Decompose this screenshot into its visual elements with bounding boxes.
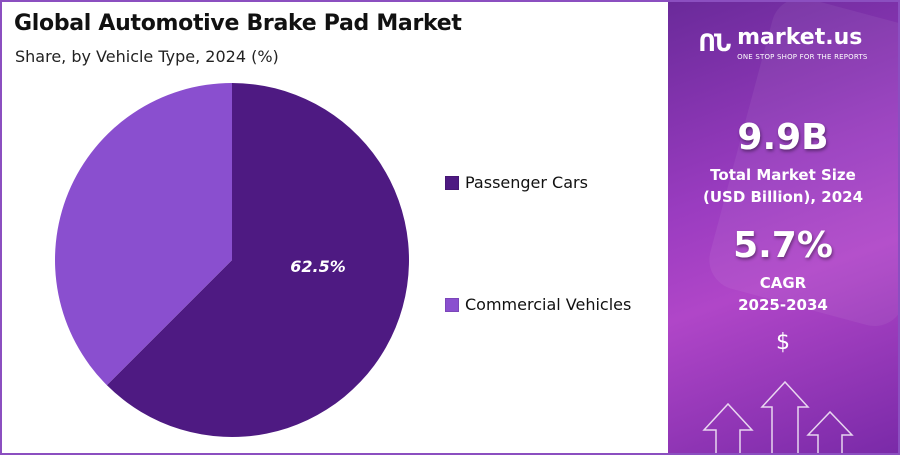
dollar-icon: $ (776, 330, 790, 355)
legend-label: Commercial Vehicles (465, 295, 632, 314)
market-us-logo: ՈՆ market.us ONE STOP SHOP FOR THE REPOR… (698, 24, 867, 62)
market-size-label-1: Total Market Size (710, 166, 856, 184)
logo-tagline: ONE STOP SHOP FOR THE REPORTS (737, 53, 868, 61)
pie-slice-commercial-vehicles (55, 83, 233, 386)
legend-swatch (445, 298, 459, 312)
chart-title: Global Automotive Brake Pad Market (14, 11, 462, 36)
logo-mark-icon: ՈՆ (698, 29, 731, 57)
slice-label-passenger-cars: 62.5% (290, 257, 346, 276)
summary-column: ՈՆ market.us ONE STOP SHOP FOR THE REPOR… (668, 24, 898, 356)
cagr-value: 5.7% (733, 225, 833, 266)
logo-name: market.us (737, 25, 863, 50)
pie-slice-passenger-cars (106, 83, 410, 437)
legend-label: Passenger Cars (465, 173, 588, 192)
market-summary-panel: ՈՆ market.us ONE STOP SHOP FOR THE REPOR… (668, 2, 898, 453)
market-size-label-2: (USD Billion), 2024 (702, 188, 864, 206)
legend-item-passenger-cars: Passenger Cars (445, 173, 588, 193)
legend-item-commercial-vehicles: Commercial Vehicles (445, 295, 631, 315)
cagr-period: 2025-2034 (738, 296, 828, 314)
pie-chart: 62.5% (55, 83, 410, 437)
cagr-label: CAGR (759, 274, 807, 292)
chart-subtitle: Share, by Vehicle Type, 2024 (%) (15, 47, 279, 66)
growth-arrows-icon (702, 380, 854, 453)
legend-swatch (445, 176, 459, 190)
market-size-value: 9.9B (737, 117, 829, 158)
